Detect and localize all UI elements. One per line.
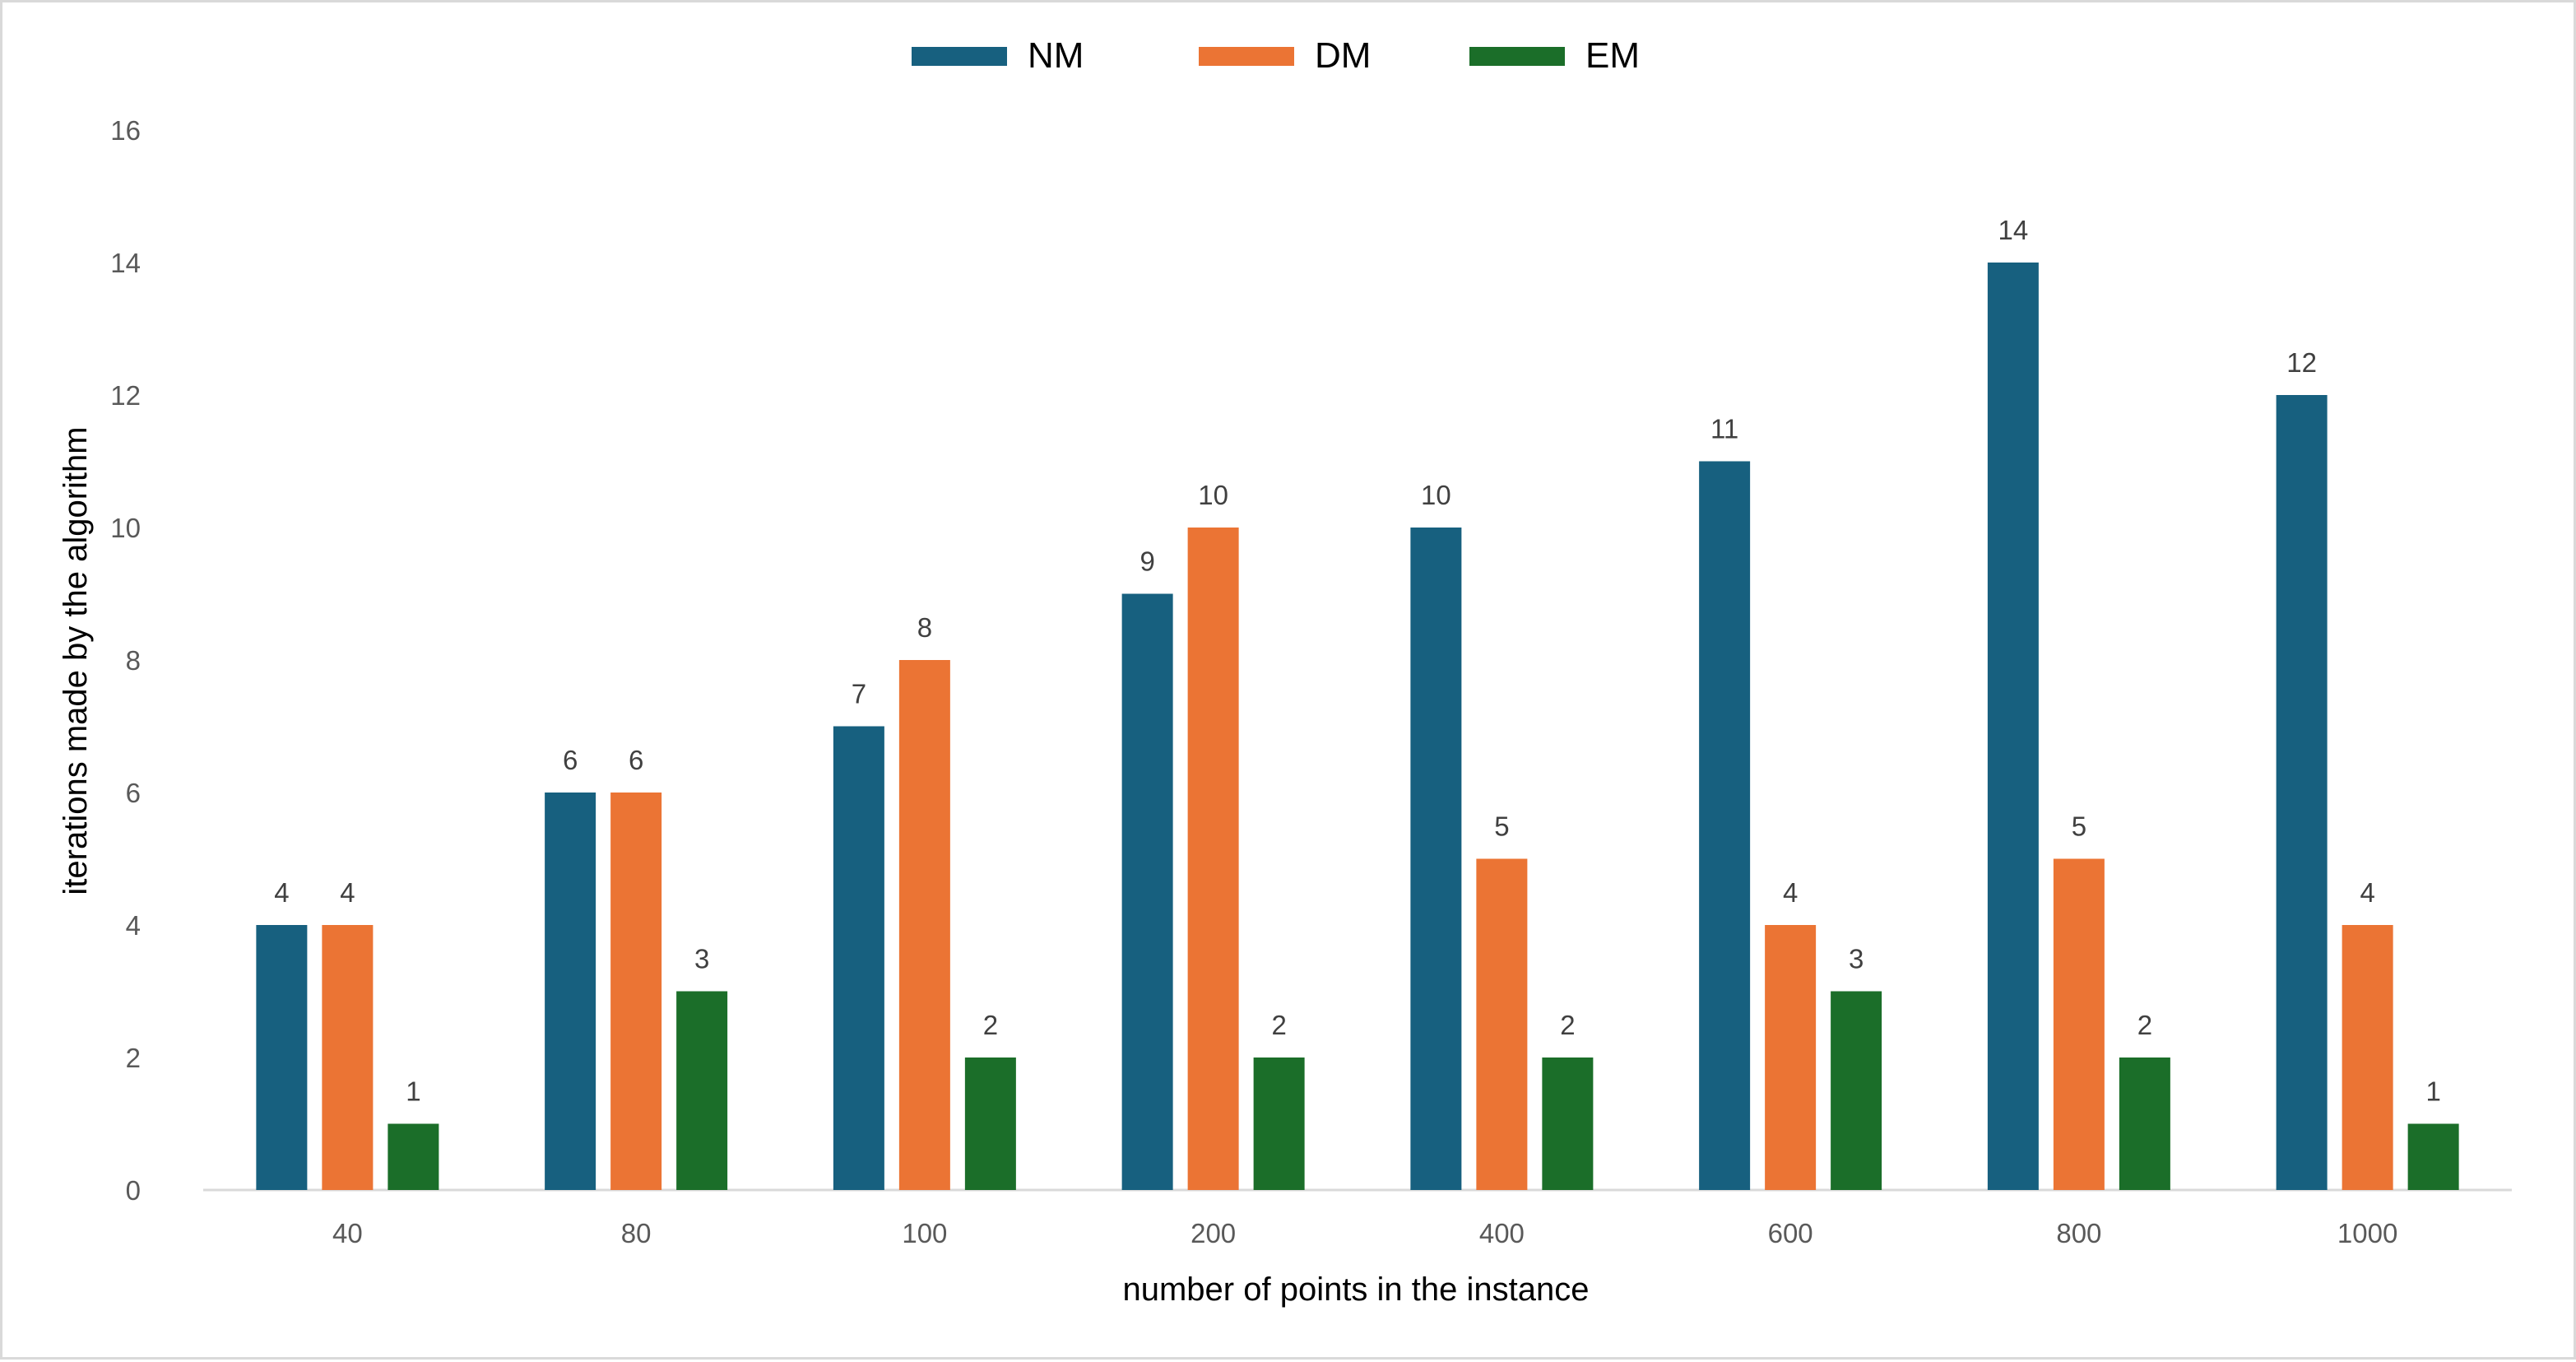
y-tick-label: 2 xyxy=(126,1043,141,1073)
bar-nm-40 xyxy=(256,925,308,1190)
bar-dm-1000 xyxy=(2342,925,2393,1190)
bar-em-400 xyxy=(1542,1058,1594,1190)
data-label-nm-200: 9 xyxy=(1139,546,1154,577)
data-label-nm-40: 4 xyxy=(274,877,289,908)
y-axis-ticks: 0 2 4 6 8 10 12 14 16 xyxy=(110,115,141,1206)
legend: NM DM EM xyxy=(912,35,1640,76)
bar-nm-800 xyxy=(1987,263,2039,1190)
data-label-dm-100: 8 xyxy=(917,612,932,643)
bars xyxy=(256,263,2459,1190)
y-axis-title: iterations made by the algorithm xyxy=(58,426,94,895)
bar-em-200 xyxy=(1253,1058,1305,1190)
bar-dm-80 xyxy=(610,793,662,1190)
bar-dm-200 xyxy=(1187,528,1239,1190)
x-tick-label: 600 xyxy=(1768,1218,1813,1248)
bar-em-800 xyxy=(2119,1058,2170,1190)
data-label-dm-200: 10 xyxy=(1198,480,1228,510)
data-label-dm-800: 5 xyxy=(2072,811,2086,842)
y-tick-label: 16 xyxy=(110,115,141,146)
legend-label-em: EM xyxy=(1585,35,1640,76)
bar-nm-100 xyxy=(833,726,884,1190)
data-label-em-100: 2 xyxy=(983,1010,998,1040)
bar-dm-40 xyxy=(322,925,374,1190)
data-label-nm-800: 14 xyxy=(1998,215,2029,245)
y-tick-label: 6 xyxy=(126,778,141,808)
x-axis-title: number of points in the instance xyxy=(1122,1271,1589,1308)
x-tick-label: 200 xyxy=(1191,1218,1236,1248)
legend-swatch-dm xyxy=(1199,47,1294,66)
y-tick-label: 0 xyxy=(126,1175,141,1206)
data-label-dm-40: 4 xyxy=(340,877,355,908)
legend-label-dm: DM xyxy=(1315,35,1371,76)
legend-swatch-nm xyxy=(912,47,1007,66)
x-tick-label: 80 xyxy=(621,1218,652,1248)
bar-em-1000 xyxy=(2407,1123,2459,1190)
bar-nm-200 xyxy=(1121,593,1173,1190)
x-tick-label: 100 xyxy=(902,1218,947,1248)
x-tick-label: 800 xyxy=(2056,1218,2101,1248)
legend-swatch-em xyxy=(1469,47,1565,66)
data-label-nm-400: 10 xyxy=(1421,480,1451,510)
data-label-nm-1000: 12 xyxy=(2286,347,2317,378)
legend-label-nm: NM xyxy=(1028,35,1084,76)
bar-em-100 xyxy=(964,1058,1016,1190)
x-tick-label: 400 xyxy=(1479,1218,1525,1248)
y-tick-label: 12 xyxy=(110,380,141,411)
data-label-dm-1000: 4 xyxy=(2360,877,2374,908)
data-label-em-600: 3 xyxy=(1849,944,1864,974)
y-tick-label: 8 xyxy=(126,645,141,676)
bar-dm-800 xyxy=(2053,858,2105,1190)
data-label-dm-600: 4 xyxy=(1783,877,1798,908)
data-labels: 4 4 1 6 6 3 7 8 2 9 10 2 10 5 2 11 4 3 14 5 2 12 4 1 xyxy=(274,215,2441,1107)
data-label-dm-80: 6 xyxy=(629,745,643,775)
data-label-em-400: 2 xyxy=(1560,1010,1575,1040)
bar-nm-400 xyxy=(1410,528,1462,1190)
data-label-em-200: 2 xyxy=(1271,1010,1286,1040)
data-label-dm-400: 5 xyxy=(1494,811,1509,842)
bar-dm-400 xyxy=(1476,858,1528,1190)
bar-nm-80 xyxy=(545,793,596,1190)
y-tick-label: 10 xyxy=(110,513,141,543)
y-tick-label: 4 xyxy=(126,910,141,941)
x-axis-ticks: 40 80 100 200 400 600 800 1000 xyxy=(332,1218,2397,1248)
data-label-nm-80: 6 xyxy=(563,745,578,775)
bar-em-40 xyxy=(388,1123,439,1190)
bar-em-600 xyxy=(1831,991,1882,1190)
data-label-em-800: 2 xyxy=(2137,1010,2152,1040)
y-tick-label: 14 xyxy=(110,248,141,278)
bar-dm-600 xyxy=(1765,925,1817,1190)
data-label-em-1000: 1 xyxy=(2425,1076,2440,1107)
x-tick-label: 1000 xyxy=(2337,1218,2397,1248)
data-label-em-40: 1 xyxy=(406,1076,420,1107)
bar-em-80 xyxy=(676,991,728,1190)
data-label-nm-600: 11 xyxy=(1710,414,1738,444)
bar-dm-100 xyxy=(898,660,950,1190)
bar-nm-1000 xyxy=(2276,395,2328,1190)
bar-nm-600 xyxy=(1699,461,1751,1190)
data-label-em-80: 3 xyxy=(694,944,709,974)
x-tick-label: 40 xyxy=(332,1218,363,1248)
data-label-nm-100: 7 xyxy=(852,679,866,709)
